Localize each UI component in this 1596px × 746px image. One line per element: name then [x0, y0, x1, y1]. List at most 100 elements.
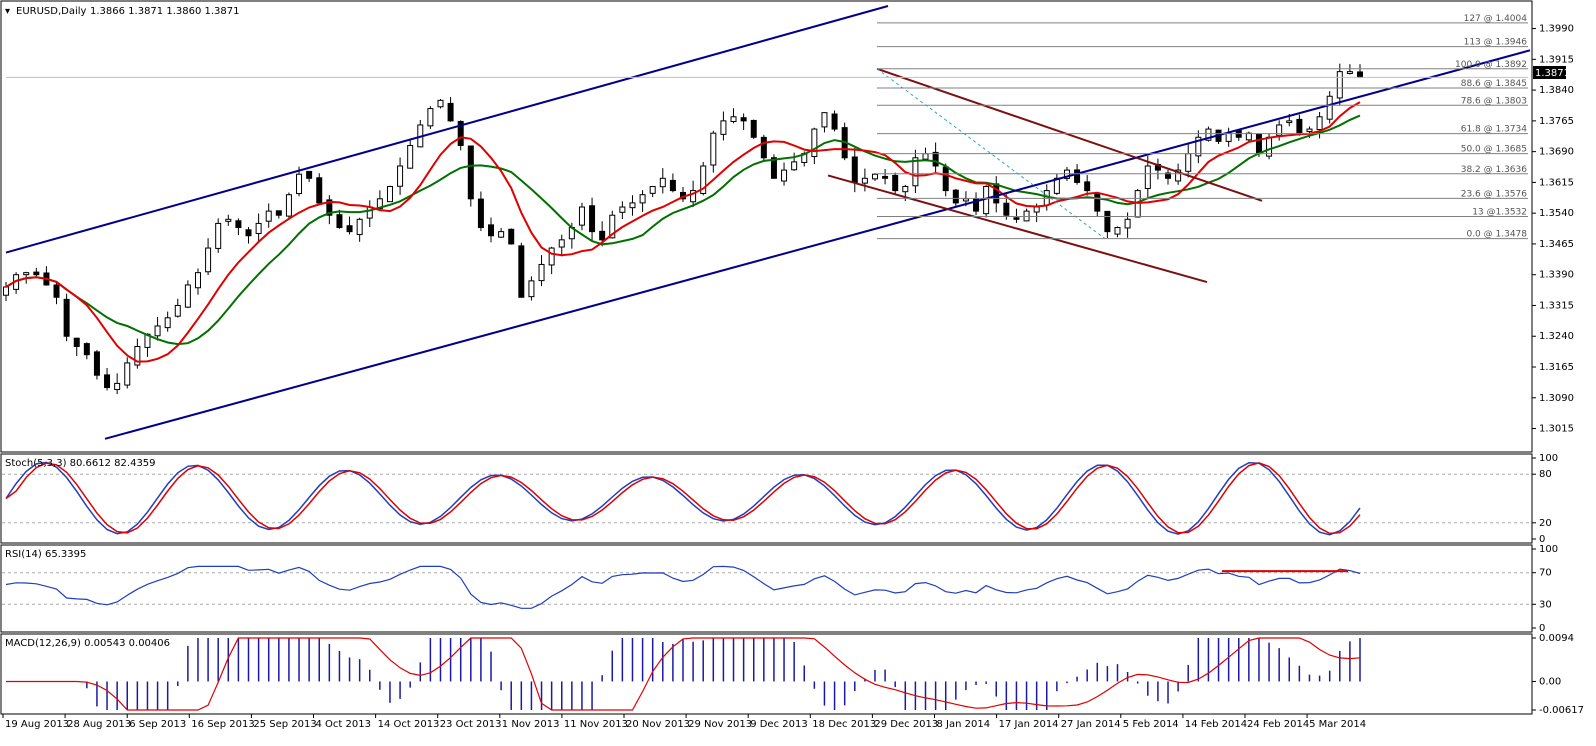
candle-body [649, 186, 656, 194]
fib-level-label: 0.0 @ 1.3478 [1466, 230, 1527, 240]
date-label: 29 Dec 2013 [874, 719, 938, 730]
price-tick-label: 1.3315 [1539, 300, 1574, 311]
candle-body [336, 214, 343, 229]
candle-body [73, 337, 80, 347]
date-label: 11 Nov 2013 [564, 719, 628, 730]
candle-body [114, 382, 121, 391]
candle-body [275, 210, 282, 216]
candle-body [508, 228, 515, 245]
candle-body [851, 156, 858, 183]
fib-level-label: 38.2 @ 1.3636 [1461, 165, 1528, 175]
candle-body [861, 177, 868, 184]
candle-body [215, 222, 222, 249]
fib-level-label: 78.6 @ 1.3803 [1461, 96, 1527, 106]
osc-tick-label: 0.0094 [1539, 633, 1574, 644]
candle-body [124, 362, 131, 386]
candle-body [306, 170, 313, 179]
stoch-panel [0, 453, 1533, 544]
candle-body [235, 220, 242, 229]
candle-body [781, 169, 788, 182]
candle-body [629, 202, 636, 209]
main-panel [0, 0, 1533, 453]
candle-body [397, 165, 404, 187]
price-tick-label: 1.3240 [1539, 331, 1574, 342]
candle-body [871, 173, 878, 180]
candle-body [63, 298, 70, 337]
candle-body [1326, 95, 1333, 120]
date-label: 20 Nov 2013 [626, 719, 690, 730]
ma-slow-line [5, 114, 1361, 346]
candle-body [1357, 71, 1363, 78]
candle-body [993, 183, 1000, 204]
rsi-panel [0, 544, 1533, 633]
date-label: 16 Sep 2013 [191, 719, 254, 730]
date-label: 28 Aug 2013 [67, 719, 131, 730]
candle-body [952, 189, 959, 204]
candle-body [690, 190, 697, 203]
price-tick-label: 1.3390 [1539, 270, 1574, 281]
date-label: 5 Feb 2014 [1123, 719, 1179, 730]
candle-body [83, 343, 90, 356]
date-label: 19 Aug 2013 [5, 719, 69, 730]
candle-body [659, 177, 666, 188]
candle-body [639, 194, 646, 204]
price-tick-label: 1.3990 [1539, 24, 1574, 35]
candle-body [1114, 227, 1121, 235]
candle-body [902, 186, 909, 193]
candle-body [154, 325, 161, 337]
candle-body [437, 99, 444, 108]
candle-body [548, 247, 555, 266]
rsi-layer [2, 565, 1531, 609]
candle-body [962, 198, 969, 202]
candle-body [33, 271, 40, 276]
candle-body [1094, 192, 1101, 212]
lower-channel-line [104, 49, 1531, 440]
fib-level-label: 113 @ 1.3946 [1464, 38, 1528, 48]
candle-body [447, 102, 454, 122]
candle-body [427, 108, 434, 127]
symbol-title: EURUSD,Daily [16, 6, 87, 17]
current-price-tag-bg [1533, 66, 1566, 79]
candle-body [740, 117, 747, 122]
fib-level-label: 13 @1.3532 [1472, 207, 1527, 217]
candle-body [932, 151, 939, 167]
date-label: 5 Mar 2014 [1309, 719, 1366, 730]
candle-body [1033, 206, 1040, 213]
axis-layer: 1.3990 1.3915 1.3840 1.3765 1.3690 1.3615 1.35… [2, 24, 1584, 730]
osc-tick-label: 20 [1539, 518, 1552, 529]
upper-channel-line [5, 5, 889, 254]
candle-body [538, 263, 545, 282]
candle-body [93, 351, 100, 376]
candle-body [366, 206, 373, 219]
chart-menu-icon[interactable]: ▾ [5, 6, 10, 17]
rsi-title: RSI(14) 65.3395 [5, 549, 86, 560]
rsi-line [5, 565, 1361, 609]
candle-body [225, 218, 232, 222]
price-tick-label: 1.3015 [1539, 424, 1574, 435]
candle-body [245, 229, 252, 237]
candle-body [255, 222, 262, 235]
candle-body [578, 206, 585, 226]
main-chart-layer: 127 @ 1.4004 113 @ 1.3946 100.0 @ 1.3892 88… [3, 5, 1531, 440]
date-label: 9 Dec 2013 [750, 719, 808, 730]
candle-body [518, 245, 525, 298]
candle-body [477, 198, 484, 229]
candle-body [1316, 116, 1323, 130]
candle-body [1306, 128, 1313, 132]
candle-body [710, 132, 717, 166]
candle-body [942, 166, 949, 192]
candle-body [467, 145, 474, 200]
date-label: 17 Jan 2014 [999, 719, 1059, 730]
candle-body [700, 165, 707, 194]
candle-body [1296, 118, 1303, 134]
osc-tick-label: 0.00 [1539, 676, 1561, 687]
candle-body [770, 157, 777, 179]
candle-body [376, 198, 383, 210]
candle-body [750, 119, 757, 138]
osc-tick-label: 30 [1539, 599, 1552, 610]
osc-tick-label: 0 [1539, 534, 1545, 545]
candle-body [1245, 132, 1252, 141]
candle-body [760, 136, 767, 159]
candle-body [457, 120, 464, 146]
